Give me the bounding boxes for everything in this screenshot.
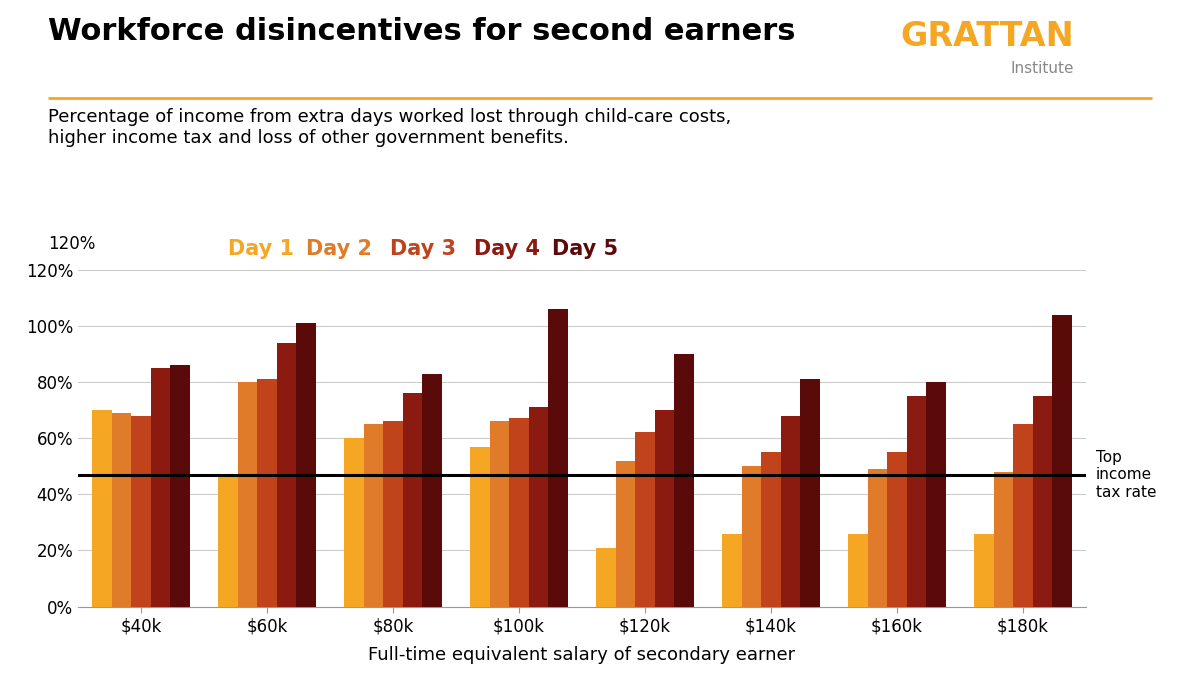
Bar (151, 368, 170, 607)
Bar (422, 373, 442, 607)
Bar (974, 534, 994, 607)
Bar (529, 407, 548, 607)
Bar (470, 446, 490, 607)
Bar (112, 412, 131, 607)
Bar (800, 379, 820, 607)
Text: Percentage of income from extra days worked lost through child-care costs,
highe: Percentage of income from extra days wor… (48, 108, 731, 147)
Text: Day 5: Day 5 (552, 239, 618, 259)
Text: Day 4: Day 4 (474, 239, 540, 259)
Bar (616, 460, 635, 607)
Bar (761, 452, 781, 607)
Bar (364, 424, 383, 607)
Bar (131, 416, 151, 607)
Bar (296, 323, 316, 607)
Bar (218, 477, 238, 607)
Bar (742, 466, 761, 607)
Bar (403, 393, 422, 607)
Bar (490, 421, 509, 607)
Bar (238, 382, 257, 607)
Bar (170, 365, 190, 607)
Bar (994, 472, 1013, 607)
Bar (344, 438, 364, 607)
Text: Top
income
tax rate: Top income tax rate (1096, 450, 1157, 499)
Bar (1052, 315, 1072, 607)
Bar (383, 421, 403, 607)
Text: Day 2: Day 2 (306, 239, 372, 259)
Bar (277, 342, 296, 607)
Bar (781, 416, 800, 607)
Bar (848, 534, 868, 607)
Bar (1013, 424, 1033, 607)
Text: GRATTAN: GRATTAN (900, 20, 1074, 53)
Bar (1033, 396, 1052, 607)
Text: 120%: 120% (48, 235, 95, 253)
Text: Day 3: Day 3 (390, 239, 456, 259)
Bar (655, 410, 674, 607)
Bar (722, 534, 742, 607)
X-axis label: Full-time equivalent salary of secondary earner: Full-time equivalent salary of secondary… (368, 646, 796, 664)
Bar (907, 396, 926, 607)
Bar (257, 379, 277, 607)
Bar (887, 452, 907, 607)
Bar (926, 382, 946, 607)
Bar (509, 419, 529, 607)
Bar (635, 433, 655, 607)
Bar (596, 547, 616, 607)
Text: Day 1: Day 1 (228, 239, 294, 259)
Bar (674, 354, 694, 607)
Text: Workforce disincentives for second earners: Workforce disincentives for second earne… (48, 17, 796, 46)
Bar (92, 410, 112, 607)
Text: Institute: Institute (1010, 61, 1074, 75)
Bar (548, 309, 568, 607)
Bar (868, 469, 887, 607)
